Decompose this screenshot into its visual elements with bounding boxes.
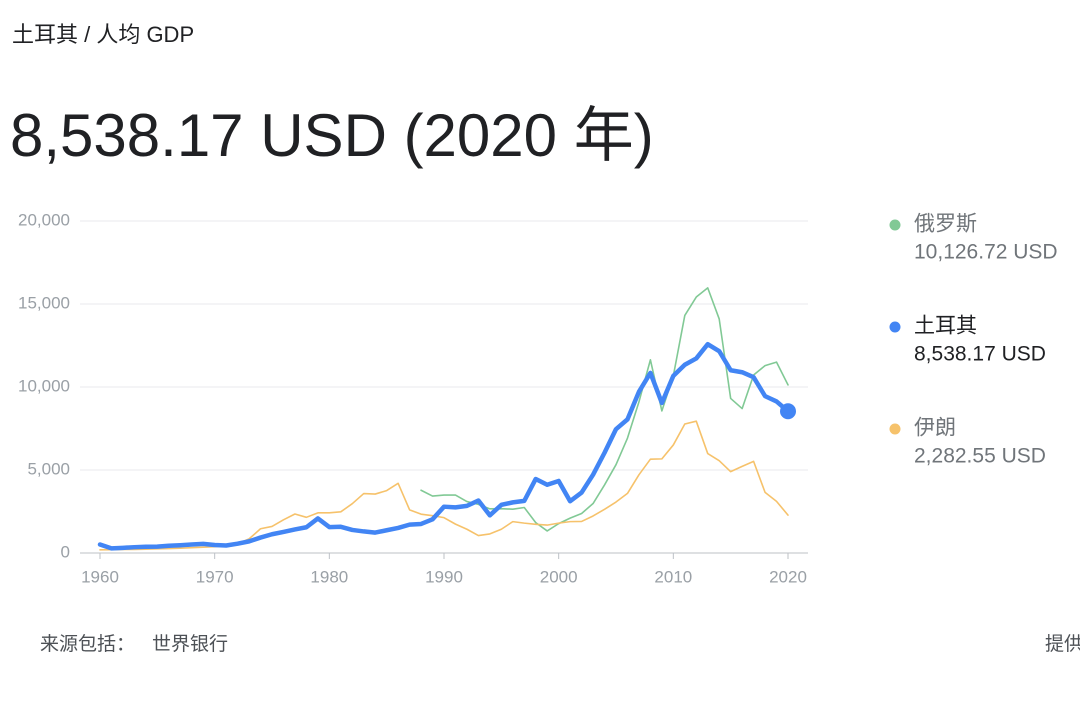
y-tick-label: 5,000 xyxy=(27,459,70,478)
legend-name: 伊朗 xyxy=(914,417,956,440)
legend-marker xyxy=(889,321,901,333)
legend-marker xyxy=(889,423,901,435)
provider-label: 提供 xyxy=(1045,633,1080,655)
end-point xyxy=(780,403,796,420)
y-tick-label: 10,000 xyxy=(18,376,70,395)
legend-marker xyxy=(889,219,901,231)
headline: 8,538.17 USD (2020 年) xyxy=(10,102,654,169)
source-label: 来源包括： xyxy=(40,633,135,655)
breadcrumb: 土耳其 / 人均 GDP xyxy=(12,22,194,47)
line xyxy=(420,287,789,532)
y-tick-label: 20,000 xyxy=(18,210,70,229)
x-tick-label: 1970 xyxy=(196,567,234,586)
legend-value: 8,538.17 USD xyxy=(914,343,1046,366)
x-tick-label: 1990 xyxy=(425,567,463,586)
x-tick-label: 2000 xyxy=(540,567,578,586)
legend-value: 2,282.55 USD xyxy=(914,445,1046,468)
line xyxy=(97,341,791,551)
x-tick-label: 1980 xyxy=(310,567,348,586)
y-tick-label: 15,000 xyxy=(18,293,70,312)
legend-value: 10,126.72 USD xyxy=(914,241,1058,264)
x-tick-label: 2020 xyxy=(769,567,807,586)
y-tick-label: 0 xyxy=(61,542,70,561)
line xyxy=(99,420,789,551)
legend-name: 俄罗斯 xyxy=(914,213,977,236)
x-tick-label: 1960 xyxy=(81,567,119,586)
legend-name: 土耳其 xyxy=(914,315,977,338)
x-tick-label: 2010 xyxy=(654,567,692,586)
source[interactable]: 世界银行 xyxy=(152,633,228,655)
